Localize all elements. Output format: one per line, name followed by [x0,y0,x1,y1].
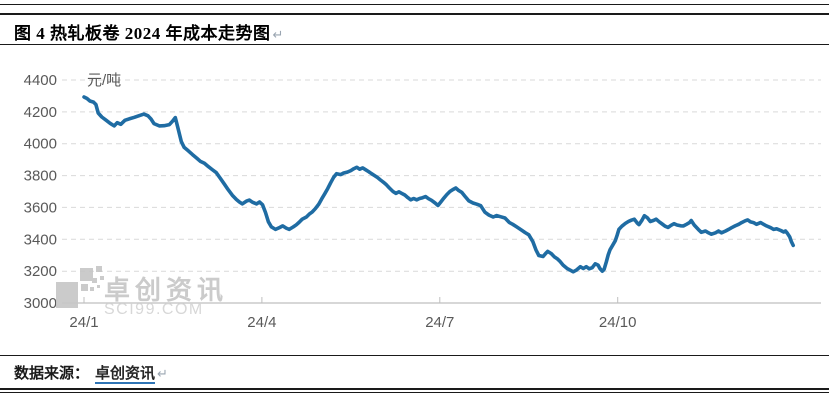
y-axis-label: 3600 [24,199,57,216]
y-axis-label: 4200 [24,104,57,121]
y-axis-unit-label: 元/吨 [87,72,121,89]
paragraph-mark-icon: ↵ [272,28,284,43]
watermark-brand-text: 卓创资讯 [104,275,228,305]
figure-title: 图 4 热轧板卷 2024 年成本走势图 ↵ [14,19,284,44]
bottom-border-line-2 [0,392,829,393]
y-axis-label: 4400 [24,72,57,89]
top-border-line-2 [0,13,829,15]
paragraph-mark-icon: ↵ [157,367,168,382]
watermark-logo-block [81,284,88,291]
y-axis-label: 3000 [24,295,57,312]
title-divider-line [0,44,829,45]
x-axis-label: 24/4 [247,314,276,331]
y-axis-label: 3800 [24,168,57,185]
watermark-domain-text: SCI99.COM [104,301,204,318]
bottom-border-line-1 [0,388,829,390]
chart-divider-line [0,355,829,356]
y-axis-label: 3400 [24,231,57,248]
watermark-logo-block [56,282,78,308]
watermark-logo-block [100,276,104,280]
watermark-logo-block [96,266,102,272]
figure-title-text: 图 4 热轧板卷 2024 年成本走势图 [14,24,271,43]
x-axis-label: 24/1 [69,314,98,331]
watermark-logo-block [80,268,93,281]
y-axis-label: 3200 [24,263,57,280]
watermark-logo-block [97,285,100,288]
watermark-logo-block [90,287,94,291]
data-source: 数据来源： 卓创资讯 ↵ [14,362,168,384]
y-axis-label: 4000 [24,136,57,153]
data-source-link[interactable]: 卓创资讯 [95,366,156,384]
x-axis-label: 24/7 [425,314,454,331]
watermark-logo-block [92,278,97,283]
data-source-label: 数据来源： [14,366,90,382]
top-border-line-1 [0,4,829,5]
x-axis-label: 24/10 [599,314,637,331]
cost-line-series [82,95,796,274]
